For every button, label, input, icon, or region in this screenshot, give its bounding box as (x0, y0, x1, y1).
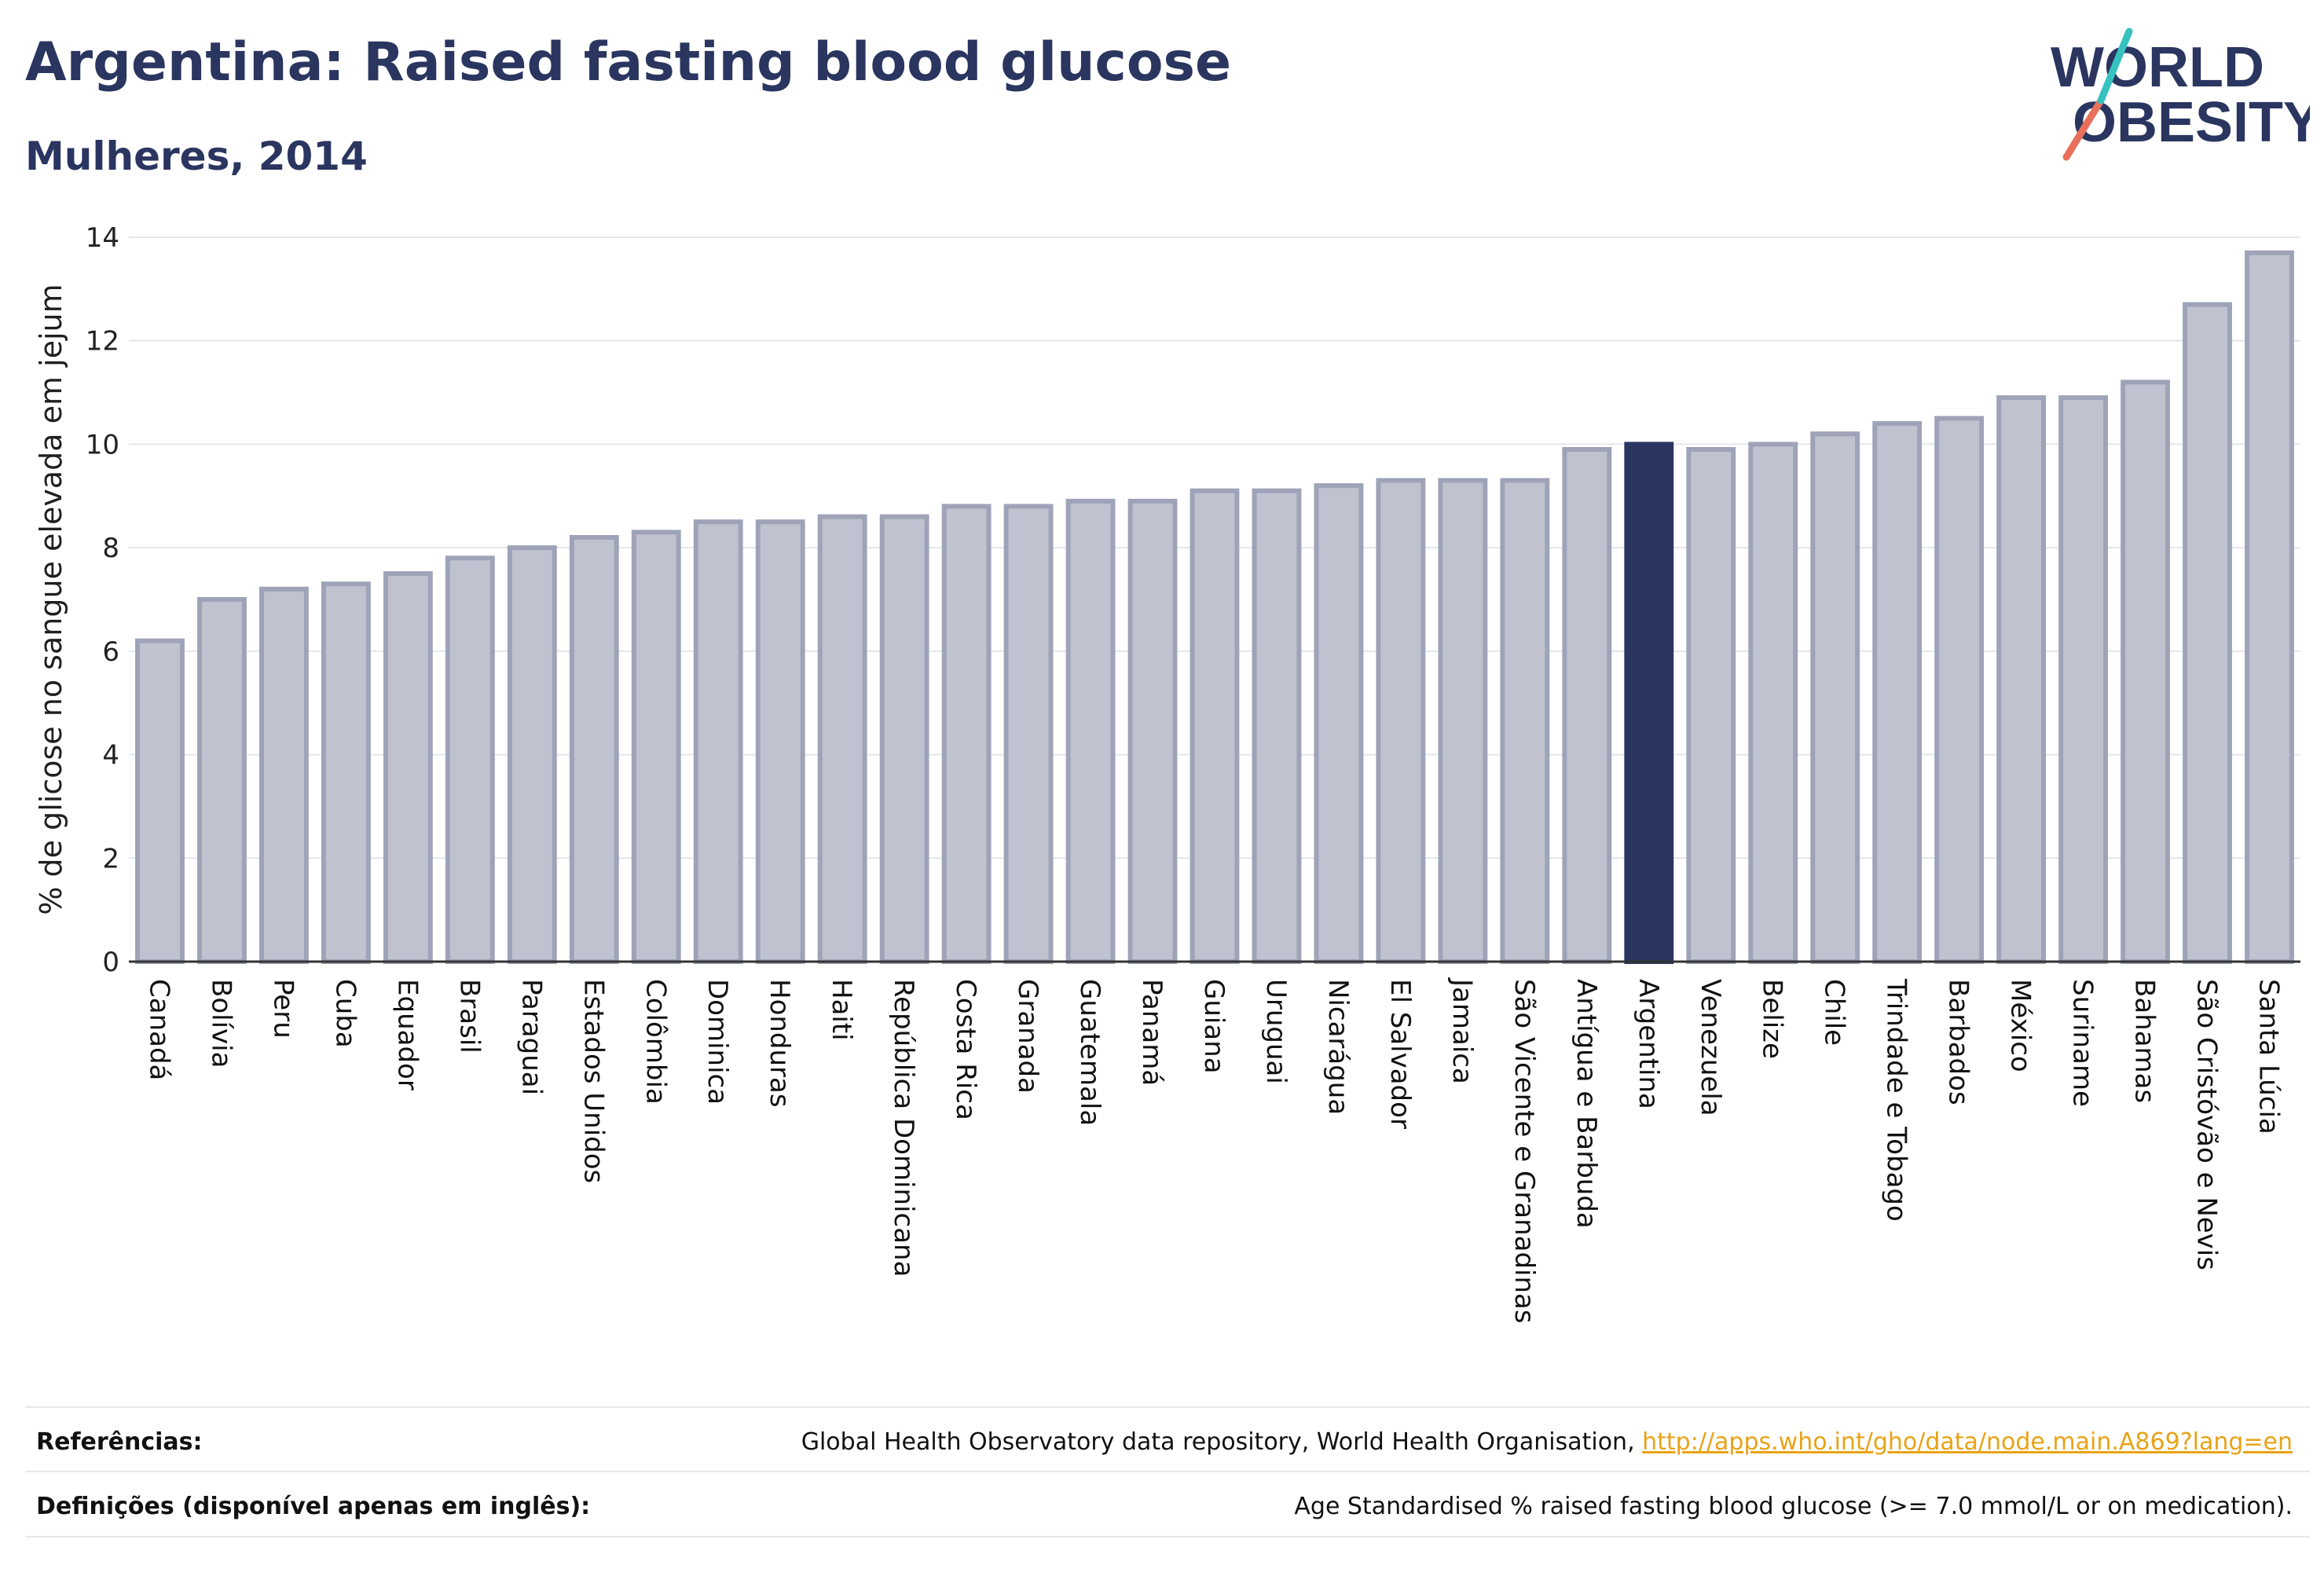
x-tick-label: Colômbia (640, 979, 671, 1105)
bar (1065, 498, 1116, 964)
bar (941, 504, 992, 964)
x-tick-label: Belize (1757, 979, 1788, 1059)
y-tick-label: 12 (86, 326, 119, 357)
y-tick-label: 8 (102, 533, 119, 564)
bar (2245, 250, 2294, 964)
bar (258, 586, 309, 964)
bar (1686, 447, 1736, 964)
x-tick-label: Jamaica (1446, 977, 1478, 1084)
x-tick-label: Suriname (2067, 979, 2099, 1107)
x-tick-label: Trindade e Tobago (1881, 978, 1912, 1222)
x-tick-label: Cuba (329, 979, 361, 1048)
bar (2121, 379, 2171, 964)
chart-title: Argentina: Raised fasting blood glucose (25, 31, 1232, 93)
x-tick-label: Guatemala (1074, 979, 1105, 1126)
svg-text:OBESITY: OBESITY (2073, 91, 2310, 154)
x-tick-label: Barbados (1943, 979, 1974, 1105)
bar (817, 514, 867, 964)
x-tick-label: São Vicente e Granadinas (1508, 979, 1540, 1324)
bar (1810, 431, 1860, 964)
bar (507, 545, 557, 964)
bar (1748, 442, 1798, 964)
x-tick-label: Venezuela (1695, 979, 1726, 1116)
references-text: Global Health Observatory data repositor… (801, 1428, 1643, 1456)
y-tick-label: 6 (102, 636, 119, 668)
definitions-value: Age Standardised % raised fasting blood … (1294, 1493, 2293, 1520)
y-tick-label: 0 (102, 947, 119, 978)
bar (1996, 395, 2047, 964)
x-tick-label: El Salvador (1384, 979, 1416, 1129)
y-tick-label: 10 (86, 429, 119, 460)
bar (1624, 442, 1674, 964)
bar (879, 514, 929, 964)
bar (755, 519, 805, 964)
bar (631, 530, 681, 964)
definitions-label: Definições (disponível apenas em inglês)… (36, 1493, 591, 1520)
x-tick-label: Equador (391, 979, 423, 1090)
x-tick-label: Nicarágua (1322, 979, 1354, 1115)
footer-divider (25, 1406, 2310, 1408)
x-tick-label: Paraguai (515, 979, 547, 1095)
bar (693, 519, 743, 964)
bar (197, 597, 247, 964)
bar (1314, 483, 1364, 964)
x-tick-label: Chile (1819, 979, 1850, 1046)
y-tick-label: 4 (102, 740, 119, 772)
world-obesity-logo: WORLD OBESITY (2051, 27, 2310, 161)
bar (2058, 395, 2109, 964)
bar (1252, 488, 1302, 964)
chart-subtitle: Mulheres, 2014 (25, 134, 368, 179)
x-tick-label: Guiana (1198, 979, 1230, 1074)
x-tick-label: República Dominicana (888, 979, 919, 1277)
x-tick-label: Costa Rica (950, 979, 981, 1120)
references-value: Global Health Observatory data repositor… (801, 1428, 2293, 1456)
x-tick-label: Peru (267, 979, 299, 1039)
bar (2183, 302, 2232, 965)
bar (1127, 498, 1178, 964)
x-tick-label: Bolívia (205, 979, 236, 1068)
bar (1934, 416, 1985, 964)
x-tick-label: São Cristóvão e Nevis (2191, 979, 2223, 1270)
footer-divider (25, 1536, 2310, 1538)
x-tick-label: Granada (1012, 979, 1043, 1094)
references-link[interactable]: http://apps.who.int/gho/data/node.main.A… (1642, 1428, 2293, 1456)
x-tick-label: Dominica (702, 979, 733, 1105)
x-tick-label: Bahamas (2129, 979, 2161, 1103)
x-tick-label: Antígua e Barbuda (1571, 979, 1602, 1229)
x-tick-label: Uruguai (1260, 979, 1292, 1084)
bar-chart: 0 2 4 6 8 10 12 14 % de glicose no sangue elevad… (34, 222, 2300, 1324)
bar (1003, 504, 1054, 964)
bar (1500, 478, 1550, 964)
bar (445, 555, 495, 964)
bar (569, 534, 619, 964)
bar (135, 638, 185, 965)
y-tick-label: 14 (86, 222, 119, 254)
bar (1189, 488, 1240, 964)
x-tick-label: México (2005, 979, 2036, 1072)
x-tick-label: Santa Lúcia (2253, 979, 2285, 1134)
y-axis-label: % de glicose no sangue elevada em jejum (34, 284, 68, 914)
x-tick-label: Haiti (826, 979, 857, 1041)
bar (1872, 421, 1923, 964)
x-tick-label: Panamá (1136, 979, 1167, 1086)
footer-divider (25, 1471, 2310, 1472)
bar (1438, 478, 1488, 964)
bar (383, 571, 433, 964)
x-tick-label: Honduras (764, 979, 795, 1108)
bar (1376, 478, 1426, 964)
y-tick-label: 2 (102, 843, 119, 874)
x-tick-label: Argentina (1633, 979, 1664, 1109)
svg-text:WORLD: WORLD (2051, 36, 2264, 99)
bar (321, 581, 371, 964)
references-label: Referências: (36, 1428, 203, 1456)
x-tick-label: Estados Unidos (577, 979, 609, 1183)
x-tick-label: Brasil (453, 979, 485, 1054)
bar (1562, 447, 1612, 964)
x-tick-label: Canadá (143, 979, 174, 1080)
